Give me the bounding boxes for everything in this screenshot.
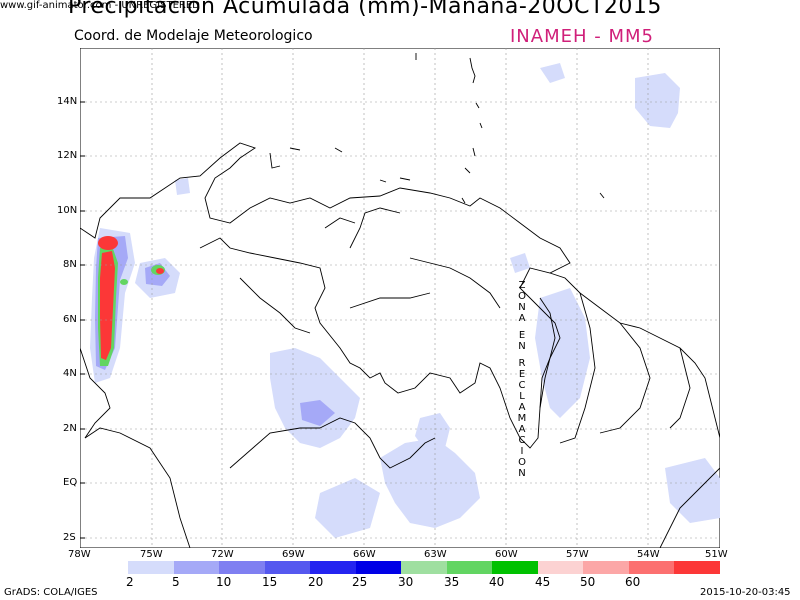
- x-tick-label: 69W: [282, 549, 305, 560]
- y-tick-label: EQ: [63, 477, 78, 488]
- y-tick-label: 8N: [63, 259, 77, 270]
- y-tick-label: 14N: [57, 96, 78, 107]
- coastlines-borders: [80, 142, 720, 548]
- y-tick-label: 4N: [63, 368, 77, 379]
- x-tick-label: 57W: [566, 549, 589, 560]
- caribbean-islands: [289, 53, 605, 204]
- legend-swatch: [446, 561, 493, 574]
- x-tick-label: 72W: [211, 549, 234, 560]
- map-title: Precipitacion Acumulada (mm)-Manana-20OC…: [68, 0, 662, 19]
- legend-swatch: [310, 561, 356, 574]
- y-tick-label: 2S: [63, 532, 76, 543]
- legend-swatch: [128, 561, 174, 574]
- x-tick-label: 51W: [705, 549, 728, 560]
- x-tick-label: 54W: [637, 549, 660, 560]
- legend-label: 2: [126, 575, 134, 589]
- legend-label: 40: [489, 575, 505, 589]
- legend-swatch: [355, 561, 402, 574]
- legend-swatch: [264, 561, 311, 574]
- grads-credit: GrADS: COLA/IGES: [4, 587, 98, 598]
- watermark-text: www.gif-animator.com - UNREGISTERED: [0, 0, 200, 11]
- x-tick-label: 66W: [353, 549, 376, 560]
- legend-label: 20: [308, 575, 324, 589]
- legend-swatch: [401, 561, 447, 574]
- precipitation-map: [80, 48, 720, 548]
- legend-swatch: [583, 561, 629, 574]
- legend-swatch: [492, 561, 538, 574]
- legend-label: 25: [352, 575, 368, 589]
- legend-swatch: [628, 561, 675, 574]
- grid-lines: [80, 48, 720, 548]
- legend-label: 60: [625, 575, 641, 589]
- x-tick-label: 60W: [495, 549, 518, 560]
- precip-heavy-areas: [98, 236, 165, 366]
- legend-label: 5: [172, 575, 180, 589]
- axis-ticks: [80, 101, 85, 539]
- x-tick-label: 78W: [68, 549, 91, 560]
- color-legend-bar: [128, 561, 720, 574]
- legend-swatch: [537, 561, 584, 574]
- legend-label: 50: [580, 575, 596, 589]
- y-tick-label: 12N: [57, 150, 78, 161]
- legend-label: 15: [262, 575, 278, 589]
- y-tick-label: 6N: [63, 314, 77, 325]
- legend-swatch: [219, 561, 265, 574]
- legend-label: 35: [444, 575, 460, 589]
- legend-label: 10: [216, 575, 232, 589]
- agency-label: INAMEH - MM5: [510, 26, 654, 47]
- y-tick-label: 2N: [63, 423, 77, 434]
- legend-label: 30: [398, 575, 414, 589]
- x-tick-label: 63W: [424, 549, 447, 560]
- legend-swatch: [674, 561, 720, 574]
- x-tick-label: 75W: [140, 549, 163, 560]
- map-subtitle: Coord. de Modelaje Meteorologico: [74, 28, 313, 44]
- legend-label: 45: [535, 575, 551, 589]
- legend-swatch: [173, 561, 220, 574]
- timestamp: 2015-10-20-03:45: [700, 587, 791, 598]
- y-tick-label: 10N: [57, 205, 78, 216]
